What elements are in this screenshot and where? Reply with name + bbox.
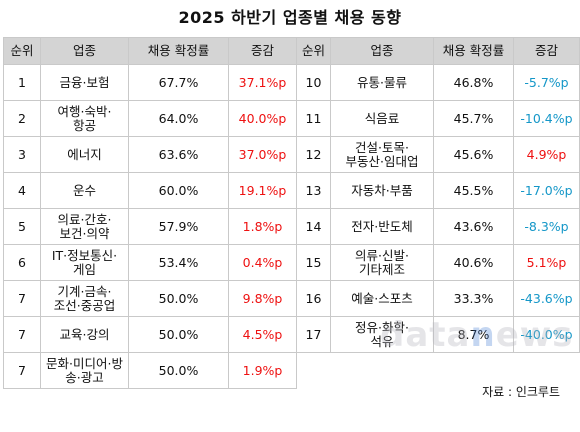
rank-cell: 3 [3,136,41,173]
change-cell: -5.7%p [513,64,580,101]
table-row: 7 문화·미디어·방 송·광고 50.0% 1.9%p [3,352,580,389]
header-rank: 순위 [3,37,41,65]
change-cell: -40.0%p [513,316,580,353]
rate-cell: 53.4% [128,244,229,281]
industry-cell: 기계·금속· 조선·중공업 [40,280,129,317]
empty-cell [296,352,580,389]
rank-cell: 11 [296,100,331,137]
table-row: 3 에너지 63.6% 37.0%p 12 건설·토목· 부동산·임대업 45.6% 4.9%… [3,136,580,173]
rank-cell: 15 [296,244,331,281]
rank-cell: 2 [3,100,41,137]
page-title: 2025 하반기 업종별 채용 동향 [178,8,402,27]
table-row: 6 IT·정보통신· 게임 53.4% 0.4%p 15 의류·신발· 기타제조 40.6%… [3,244,580,281]
rate-cell: 33.3% [433,280,514,317]
table-row: 4 운수 60.0% 19.1%p 13 자동차·부품 45.5% -17.0%p [3,172,580,209]
rate-cell: 45.5% [433,172,514,209]
rate-cell: 40.6% [433,244,514,281]
rank-cell: 13 [296,172,331,209]
rank-cell: 1 [3,64,41,101]
rank-cell: 17 [296,316,331,353]
rate-cell: 50.0% [128,280,229,317]
table-body: 순위 업종 채용 확정률 증감 순위 업종 채용 확정률 증감 1 금융·보험 67… [3,37,580,389]
header-rate: 채용 확정률 [128,37,229,65]
table-header-row: 순위 업종 채용 확정률 증감 순위 업종 채용 확정률 증감 [3,37,580,65]
header-change: 증감 [228,37,297,65]
header-industry: 업종 [330,37,434,65]
table-row: 5 의료·간호· 보건·의약 57.9% 1.8%p 14 전자·반도체 43.6% -8.3… [3,208,580,245]
rate-cell: 63.6% [128,136,229,173]
industry-cell: 교육·강의 [40,316,129,353]
change-cell: 5.1%p [513,244,580,281]
industry-cell: 예술·스포츠 [330,280,434,317]
source-note: 자료 : 인크루트 [482,385,560,399]
industry-cell: 금융·보험 [40,64,129,101]
industry-cell: 전자·반도체 [330,208,434,245]
rate-cell: 45.6% [433,136,514,173]
change-cell: 4.9%p [513,136,580,173]
industry-cell: 자동차·부품 [330,172,434,209]
change-cell: -10.4%p [513,100,580,137]
rate-cell: 57.9% [128,208,229,245]
change-cell: -17.0%p [513,172,580,209]
rate-cell: 50.0% [128,316,229,353]
rate-cell: 67.7% [128,64,229,101]
industry-cell: 유통·물류 [330,64,434,101]
change-cell: 4.5%p [228,316,297,353]
change-cell: 37.0%p [228,136,297,173]
rank-cell: 10 [296,64,331,101]
hiring-table: 순위 업종 채용 확정률 증감 순위 업종 채용 확정률 증감 1 금융·보험 67… [3,37,580,389]
table-row: 7 교육·강의 50.0% 4.5%p 17 정유·화학· 석유 8.7% -40.0%p [3,316,580,353]
table-row: 2 여행·숙박· 항공 64.0% 40.0%p 11 식음료 45.7% -10.4%p [3,100,580,137]
industry-cell: 식음료 [330,100,434,137]
industry-cell: 에너지 [40,136,129,173]
industry-cell: 여행·숙박· 항공 [40,100,129,137]
rank-cell: 5 [3,208,41,245]
table-row: 7 기계·금속· 조선·중공업 50.0% 9.8%p 16 예술·스포츠 33.3% -43… [3,280,580,317]
rank-cell: 12 [296,136,331,173]
rank-cell: 14 [296,208,331,245]
change-cell: -8.3%p [513,208,580,245]
industry-cell: 의료·간호· 보건·의약 [40,208,129,245]
change-cell: 19.1%p [228,172,297,209]
header-rank: 순위 [296,37,331,65]
rank-cell: 6 [3,244,41,281]
rate-cell: 43.6% [433,208,514,245]
change-cell: 1.8%p [228,208,297,245]
industry-cell: 문화·미디어·방 송·광고 [40,352,129,389]
change-cell: 0.4%p [228,244,297,281]
header-rate: 채용 확정률 [433,37,514,65]
header-change: 증감 [513,37,580,65]
rate-cell: 45.7% [433,100,514,137]
industry-cell: IT·정보통신· 게임 [40,244,129,281]
rate-cell: 60.0% [128,172,229,209]
change-cell: -43.6%p [513,280,580,317]
industry-cell: 의류·신발· 기타제조 [330,244,434,281]
table-row: 1 금융·보험 67.7% 37.1%p 10 유통·물류 46.8% -5.7%p [3,64,580,101]
rank-cell: 7 [3,280,41,317]
rate-cell: 64.0% [128,100,229,137]
rank-cell: 7 [3,352,41,389]
header-industry: 업종 [40,37,129,65]
rate-cell: 50.0% [128,352,229,389]
change-cell: 37.1%p [228,64,297,101]
rank-cell: 7 [3,316,41,353]
rank-cell: 16 [296,280,331,317]
industry-cell: 건설·토목· 부동산·임대업 [330,136,434,173]
change-cell: 1.9%p [228,352,297,389]
change-cell: 9.8%p [228,280,297,317]
rank-cell: 4 [3,172,41,209]
rate-cell: 46.8% [433,64,514,101]
industry-cell: 운수 [40,172,129,209]
industry-cell: 정유·화학· 석유 [330,316,434,353]
rate-cell: 8.7% [433,316,514,353]
change-cell: 40.0%p [228,100,297,137]
